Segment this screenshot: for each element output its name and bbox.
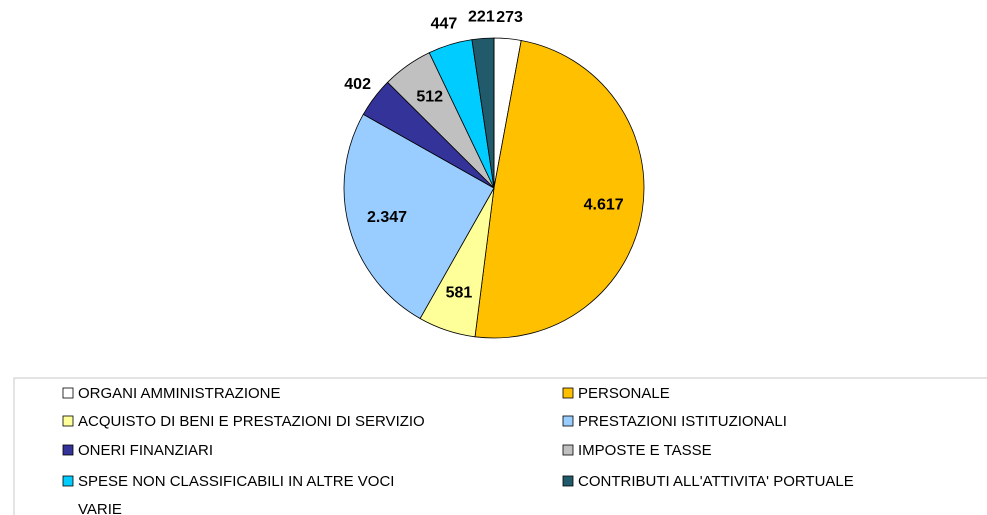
data-label: 512	[416, 89, 443, 106]
data-label: 273	[496, 9, 523, 26]
data-label: 447	[431, 16, 458, 33]
data-label: 2.347	[367, 209, 407, 226]
data-label: 581	[446, 285, 473, 302]
legend-swatch	[562, 444, 574, 456]
data-label: 221	[468, 9, 495, 26]
legend-label: ORGANI AMMINISTRAZIONE	[78, 385, 281, 402]
legend-swatch	[62, 475, 74, 487]
legend-label: PRESTAZIONI ISTITUZIONALI	[578, 413, 787, 430]
pie-slice	[343, 113, 495, 320]
legend-swatch	[562, 415, 574, 427]
legend-frame	[13, 377, 987, 515]
legend-label: PERSONALE	[578, 385, 670, 402]
legend-swatch	[62, 444, 74, 456]
legend-swatch	[62, 387, 74, 399]
legend-swatch	[62, 415, 74, 427]
legend-label: CONTRIBUTI ALL'ATTIVITA' PORTUALE	[578, 473, 854, 490]
data-label: 402	[344, 76, 371, 93]
legend-label: VARIE	[78, 501, 122, 515]
legend-label: SPESE NON CLASSIFICABILI IN ALTRE VOCI	[78, 473, 394, 490]
legend-label: ACQUISTO DI BENI E PRESTAZIONI DI SERVIZ…	[78, 413, 425, 430]
data-label: 4.617	[584, 196, 624, 213]
legend-swatch	[562, 387, 574, 399]
legend-swatch	[562, 475, 574, 487]
legend-label: ONERI FINANZIARI	[78, 442, 213, 459]
pie-slice	[474, 40, 645, 339]
legend-label: IMPOSTE E TASSE	[578, 442, 712, 459]
